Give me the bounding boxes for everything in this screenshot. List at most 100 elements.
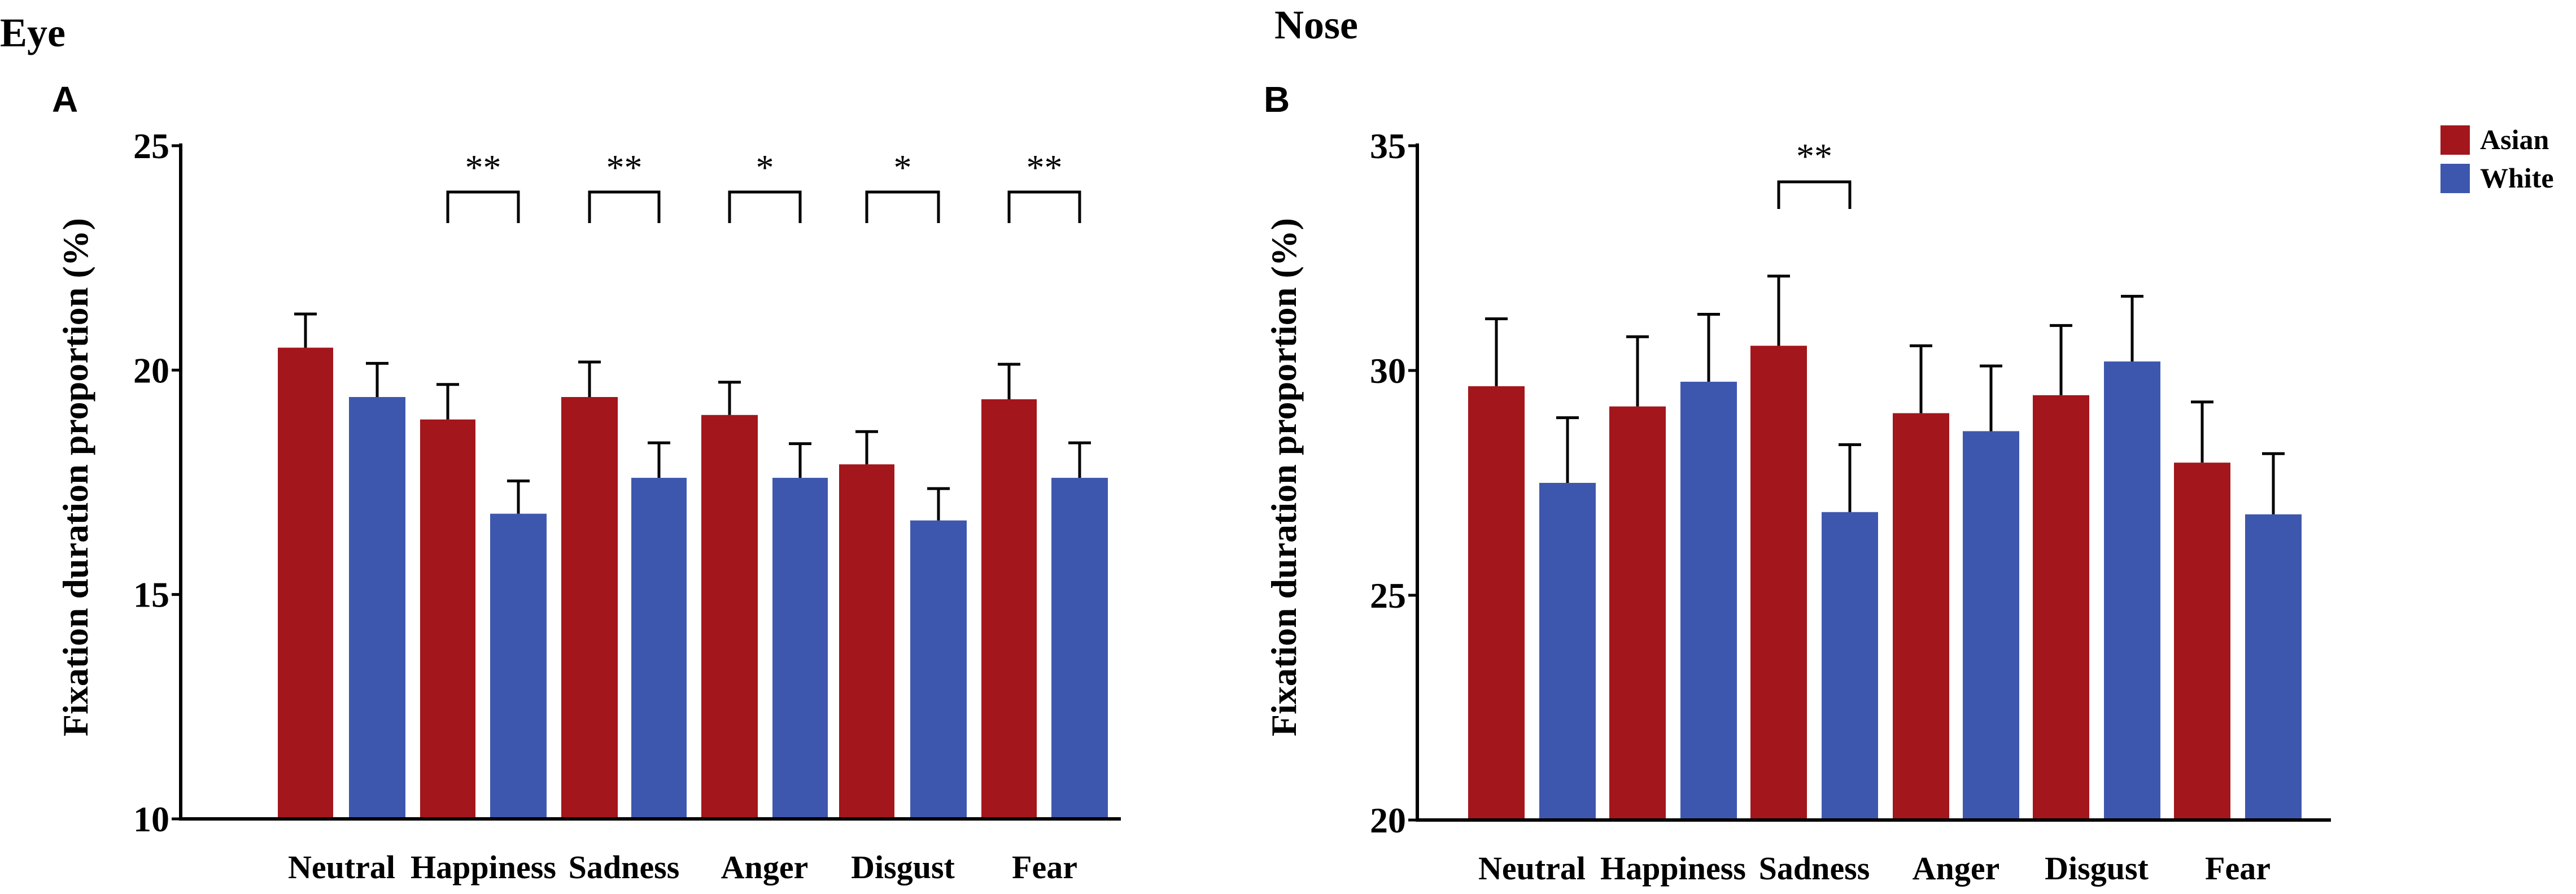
- panel-b-bar-happiness-asian: [1609, 406, 1666, 820]
- panel-b-y-tick-label-35: 35: [1370, 126, 1406, 166]
- significance-stars: **: [606, 147, 643, 187]
- panel-a-error-bar-fear-white: [1068, 441, 1091, 478]
- panel-b-bar-disgust-white: [2104, 361, 2160, 820]
- panel-a-bars: [278, 347, 1108, 819]
- panel-b-bar-neutral-asian: [1468, 386, 1525, 820]
- panel-b-error-bar-anger-white: [1980, 364, 2002, 431]
- panel-b-error-bar-fear-asian: [2191, 400, 2213, 463]
- panel-b-bar-anger-white: [1963, 431, 2019, 820]
- panel-b-x-label-sadness: Sadness: [1759, 850, 1870, 887]
- panel-b-x-label-happiness: Happiness: [1600, 850, 1746, 887]
- panel-a-x-label-fear: Fear: [1012, 849, 1077, 886]
- panel-b-error-bar-neutral-asian: [1485, 317, 1508, 386]
- panel-b-error-bar-disgust-white: [2121, 295, 2143, 362]
- panel-a-significance-anger: *: [728, 147, 802, 223]
- panel-a-bar-fear-white: [1051, 478, 1108, 819]
- panel-a-significance-disgust: *: [865, 147, 940, 223]
- panel-a-bar-fear-asian: [981, 399, 1037, 819]
- panel-a-error-bar-neutral-asian: [294, 312, 317, 348]
- significance-bracket: [1777, 180, 1852, 209]
- panel-b-y-axis-label: Fixation duration proportion (%): [1264, 218, 1304, 736]
- panel-a-bar-happiness-white: [490, 513, 547, 819]
- panel-b-nose: Nose B Fixation duration proportion (%) …: [1264, 2, 2331, 887]
- panel-a-error-bars: [294, 312, 1091, 521]
- panel-b-x-label-fear: Fear: [2205, 850, 2271, 887]
- panel-b-error-bar-anger-asian: [1910, 344, 1932, 413]
- panel-a-x-tick-labels: Neutral Happiness Sadness Anger Disgust Fear: [288, 849, 1077, 886]
- panel-b-y-tick-label-20: 20: [1370, 800, 1406, 840]
- panel-a-bar-neutral-white: [349, 397, 405, 819]
- panel-b-error-bar-fear-white: [2262, 452, 2285, 514]
- significance-stars: **: [1027, 147, 1063, 187]
- panel-b-bar-fear-white: [2245, 514, 2302, 820]
- panel-b-error-bar-happiness-white: [1697, 313, 1720, 382]
- panel-b-x-label-disgust: Disgust: [2045, 850, 2149, 887]
- panel-a-bar-neutral-asian: [278, 347, 333, 819]
- panel-a-bar-disgust-asian: [839, 464, 894, 819]
- panel-b-x-tick-labels: Neutral Happiness Sadness Anger Disgust Fear: [1478, 850, 2271, 887]
- panel-a-bar-disgust-white: [910, 520, 967, 819]
- panel-b-bars: [1468, 346, 2302, 820]
- panel-b-error-bar-sadness-white: [1839, 443, 1861, 512]
- panel-b-x-label-neutral: Neutral: [1478, 850, 1586, 887]
- panel-a-y-tick-label-15: 15: [133, 575, 169, 615]
- panel-b-error-bar-happiness-asian: [1626, 335, 1649, 407]
- panel-a-x-label-happiness: Happiness: [411, 849, 556, 886]
- panel-a-error-bar-fear-asian: [998, 363, 1020, 399]
- panel-b-error-bar-sadness-asian: [1767, 274, 1790, 346]
- panel-b-x-label-anger: Anger: [1913, 850, 2000, 887]
- panel-b-bar-disgust-asian: [2033, 395, 2089, 820]
- panel-b-bar-fear-asian: [2174, 463, 2230, 820]
- significance-stars: *: [894, 147, 912, 187]
- panel-b-axes: [1416, 143, 2331, 822]
- panel-b-y-tick-label-30: 30: [1370, 351, 1406, 391]
- legend-label-white: White: [2480, 162, 2554, 194]
- panel-a-error-bar-neutral-white: [366, 361, 388, 398]
- panel-a-significance-markers: ** ** * * **: [446, 147, 1081, 223]
- panel-a-x-label-sadness: Sadness: [569, 849, 680, 886]
- significance-bracket: [1007, 190, 1081, 223]
- panel-a-x-label-disgust: Disgust: [851, 849, 955, 886]
- panel-a-error-bar-happiness-white: [507, 479, 530, 514]
- panel-a-error-bar-sadness-white: [648, 441, 670, 478]
- panel-b-letter: B: [1264, 79, 1290, 120]
- significance-bracket: [446, 190, 520, 223]
- legend: Asian White: [2440, 124, 2554, 194]
- panel-b-bar-neutral-white: [1539, 483, 1596, 820]
- panel-a-x-label-neutral: Neutral: [288, 849, 395, 886]
- panel-a-y-tick-label-25: 25: [133, 126, 169, 166]
- panel-a-axes: [179, 143, 1121, 821]
- panel-b-region-title: Nose: [1274, 2, 1358, 47]
- panel-b-y-tick-label-25: 25: [1370, 575, 1406, 616]
- panel-a-significance-happiness: **: [446, 147, 520, 223]
- panel-a-bar-anger-asian: [701, 415, 758, 819]
- panel-b-significance-sadness: **: [1777, 136, 1852, 209]
- panel-a-bar-sadness-white: [631, 478, 687, 819]
- legend-entry-asian: Asian: [2440, 124, 2549, 155]
- panel-a-letter: A: [52, 79, 78, 120]
- significance-bracket: [865, 190, 940, 223]
- panel-a-y-ticks: 10 15 20 25: [133, 126, 181, 839]
- significance-bracket: [588, 190, 661, 223]
- significance-stars: **: [465, 147, 501, 187]
- panel-a-y-axis-label: Fixation duration proportion (%): [55, 218, 95, 736]
- panel-b-bar-sadness-asian: [1750, 346, 1807, 820]
- legend-swatch-white: [2440, 164, 2470, 193]
- panel-b-bar-happiness-white: [1680, 381, 1737, 820]
- panel-b-bar-sadness-white: [1822, 512, 1878, 820]
- panel-b-significance-markers: **: [1777, 136, 1852, 209]
- significance-stars: *: [756, 147, 774, 187]
- panel-b-bar-anger-asian: [1893, 413, 1949, 820]
- panel-a-region-title: Eye: [0, 10, 66, 55]
- legend-label-asian: Asian: [2480, 124, 2549, 155]
- legend-swatch-asian: [2440, 125, 2470, 155]
- panel-b-error-bar-neutral-white: [1556, 416, 1579, 483]
- panel-a-significance-sadness: **: [588, 147, 661, 223]
- panel-a-eye: Eye A Fixation duration proportion (%) *…: [0, 10, 1121, 886]
- panel-a-error-bar-anger-asian: [718, 381, 741, 415]
- significance-bracket: [728, 190, 802, 223]
- panel-a-y-tick-label-10: 10: [133, 799, 169, 839]
- panel-a-error-bar-sadness-asian: [578, 360, 601, 398]
- panel-b-error-bars: [1485, 274, 2285, 514]
